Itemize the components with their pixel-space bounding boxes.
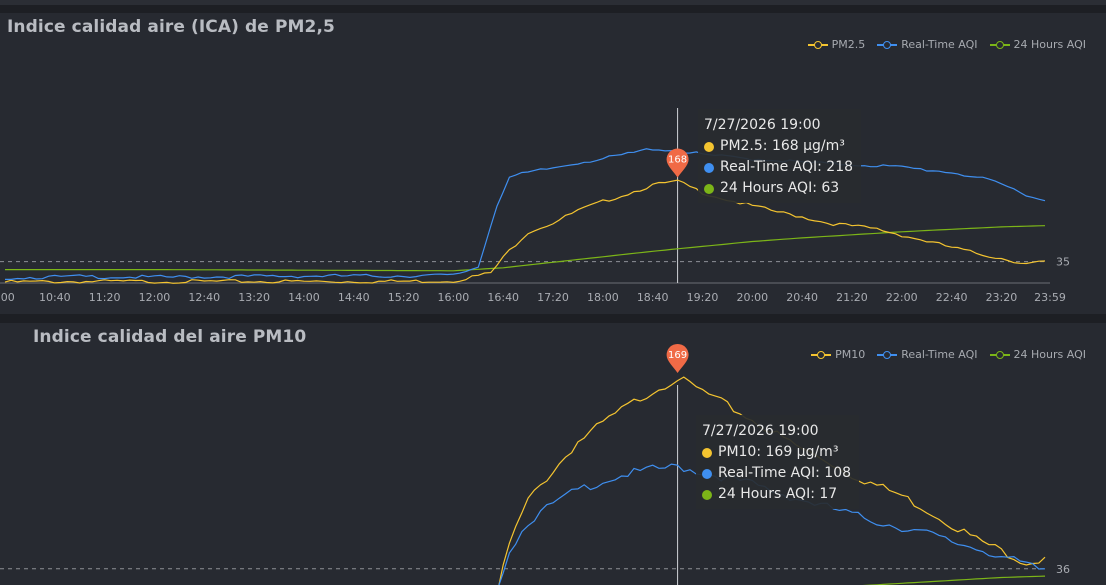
x-tick-label: 19:20 (687, 291, 719, 304)
legend-line-icon (811, 350, 832, 360)
series-line-24-hours-aqi (862, 575, 1046, 585)
legend-item-realtime-aqi[interactable]: Real-Time AQI (877, 348, 978, 361)
pm10-tooltip: 7/27/2026 19:00 PM10: 169 µg/m³ Real-Tim… (696, 415, 860, 509)
x-tick-label: 14:00 (288, 291, 320, 304)
tooltip-dot-icon (702, 489, 712, 500)
tooltip-row: Real-Time AQI: 108 (702, 463, 851, 484)
top-strip (0, 0, 1106, 5)
tooltip-dot-icon (704, 183, 714, 194)
mark-point-pin-icon (666, 343, 689, 373)
x-tick-label: 16:00 (438, 291, 470, 304)
x-tick-label: 10:40 (39, 291, 71, 304)
pm25-tooltip: 7/27/2026 19:00 PM2.5: 168 µg/m³ Real-Ti… (698, 109, 862, 203)
legend-line-icon (807, 40, 828, 50)
x-tick-label: 16:40 (487, 291, 519, 304)
legend-label: 24 Hours AQI (1013, 348, 1086, 361)
mark-point-pin-icon (666, 148, 689, 178)
x-tick-label: 20:00 (736, 291, 768, 304)
tooltip-row: Real-Time AQI: 218 (704, 157, 853, 178)
tooltip-dot-icon (702, 468, 712, 479)
tooltip-row: 24 Hours AQI: 17 (702, 484, 851, 505)
legend-item-realtime-aqi[interactable]: Real-Time AQI (877, 38, 978, 51)
legend-item-24h-aqi[interactable]: 24 Hours AQI (989, 38, 1086, 51)
tooltip-title: 7/27/2026 19:00 (704, 117, 821, 133)
tooltip-row-text: Real-Time AQI: 218 (720, 159, 854, 175)
x-tick-label: 17:20 (537, 291, 569, 304)
x-tick-label: 18:40 (637, 291, 669, 304)
mark-line-label: 35 (1056, 256, 1070, 269)
mark-point-label: 169 (668, 350, 687, 361)
pm25-chart-title: Indice calidad aire (ICA) de PM2,5 (7, 17, 335, 37)
tooltip-row-text: Real-Time AQI: 108 (718, 465, 852, 481)
series-line-24-hours-aqi (5, 225, 1046, 272)
legend-line-icon (877, 350, 898, 360)
legend-item-pm10[interactable]: PM10 (811, 348, 865, 361)
tooltip-dot-icon (704, 141, 714, 152)
tooltip-dot-icon (702, 447, 712, 458)
mark-line-label: 36 (1056, 563, 1070, 576)
x-tick-label: 23:59 (1034, 291, 1066, 304)
pm10-chart-panel: Indice calidad del aire PM10 PM10 Real-T… (0, 323, 1106, 585)
mark-point-label: 168 (668, 155, 687, 166)
x-tick-label: 18:00 (587, 291, 619, 304)
x-tick-label: 12:00 (139, 291, 171, 304)
tooltip-row-text: 24 Hours AQI: 63 (720, 180, 840, 196)
series-line-pm2-5 (4, 179, 1046, 284)
x-tick-label: 14:40 (338, 291, 370, 304)
pm10-legend: PM10 Real-Time AQI 24 Hours AQI (811, 348, 1086, 361)
tooltip-row: PM10: 169 µg/m³ (702, 442, 851, 463)
tooltip-row-text: 24 Hours AQI: 17 (718, 486, 838, 502)
legend-line-icon (877, 40, 898, 50)
legend-item-24h-aqi[interactable]: 24 Hours AQI (989, 348, 1086, 361)
x-tick-label: 22:00 (886, 291, 918, 304)
tooltip-title: 7/27/2026 19:00 (702, 423, 819, 439)
legend-label: PM2.5 (831, 38, 866, 51)
x-tick-label: 13:20 (238, 291, 270, 304)
pm25-plot-area[interactable]: 35 :00 10:40 11:20 12:00 12:40 13:20 14:00 14:40… (0, 13, 1106, 314)
tooltip-row-text: PM2.5: 168 µg/m³ (720, 138, 845, 154)
legend-label: Real-Time AQI (901, 38, 978, 51)
pm10-plot-area[interactable]: 36 169 (0, 323, 1106, 585)
legend-label: 24 Hours AQI (1013, 38, 1086, 51)
tooltip-row: 24 Hours AQI: 63 (704, 178, 853, 199)
x-tick-label: 15:20 (388, 291, 420, 304)
legend-line-icon (989, 40, 1010, 50)
x-tick-label: 11:20 (89, 291, 121, 304)
x-tick-label: 22:40 (936, 291, 968, 304)
x-tick-label: 12:40 (188, 291, 220, 304)
tooltip-row: PM2.5: 168 µg/m³ (704, 136, 853, 157)
x-tick-label: 21:20 (836, 291, 868, 304)
legend-item-pm25[interactable]: PM2.5 (807, 38, 866, 51)
legend-line-icon (989, 350, 1010, 360)
pm25-chart-panel: Indice calidad aire (ICA) de PM2,5 PM2.5… (0, 13, 1106, 314)
tooltip-dot-icon (704, 162, 714, 173)
x-tick-label: :00 (0, 291, 15, 304)
tooltip-row-text: PM10: 169 µg/m³ (718, 444, 839, 460)
legend-label: PM10 (835, 348, 866, 361)
series-line-real-time-aqi (5, 148, 1046, 280)
legend-label: Real-Time AQI (901, 348, 978, 361)
pm10-chart-title: Indice calidad del aire PM10 (33, 327, 307, 347)
x-tick-label: 20:40 (786, 291, 818, 304)
pm25-legend: PM2.5 Real-Time AQI 24 Hours AQI (807, 38, 1086, 51)
x-tick-label: 23:20 (986, 291, 1018, 304)
